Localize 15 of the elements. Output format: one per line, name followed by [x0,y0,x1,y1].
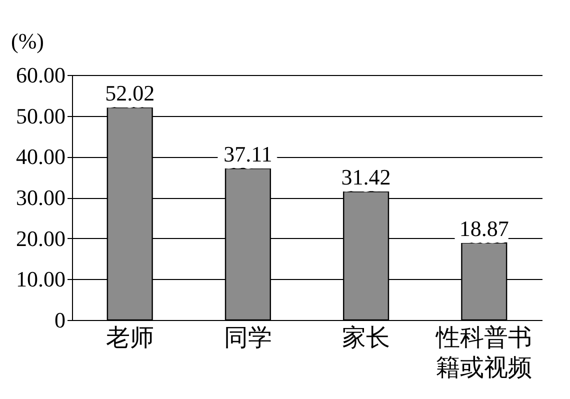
x-tick-label: 性科普书籍或视频 [435,324,532,382]
y-tick-label: 60.00 [16,62,66,88]
x-tick-label: 家长 [342,324,390,352]
data-label: 18.87 [459,216,509,241]
y-tick-label: 30.00 [16,185,66,210]
y-tick-label: 40.00 [16,144,66,170]
x-tick-label: 同学 [224,326,272,352]
y-tick-label: 20.00 [16,226,66,251]
y-tick-label: 50.00 [16,103,66,128]
data-label: 52.02 [105,80,155,106]
y-tick-label: 10.00 [16,266,66,292]
y-axis-title: (%) [11,28,44,54]
y-tick-label: 0 [54,308,66,332]
x-tick-label: 老师 [106,326,154,352]
data-label: 31.42 [341,164,391,190]
